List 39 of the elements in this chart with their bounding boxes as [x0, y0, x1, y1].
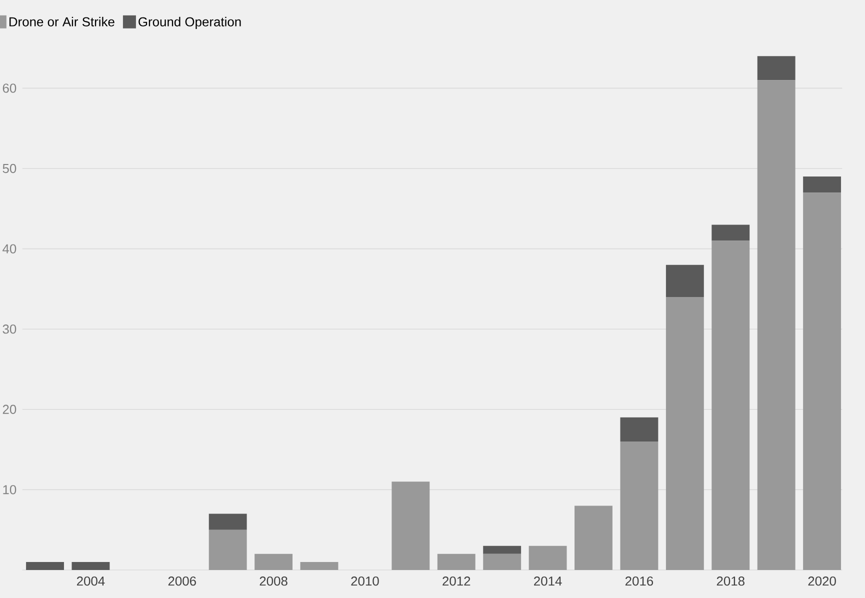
bar: [254, 554, 293, 570]
x-tick-label: 2008: [260, 576, 288, 586]
bar: [437, 554, 476, 570]
bar: [392, 482, 430, 570]
bar: [803, 176, 842, 193]
bar: [528, 546, 567, 570]
y-tick-label: 60: [2, 84, 16, 93]
bar: [803, 192, 842, 570]
bar: [72, 562, 110, 570]
bar: [666, 296, 704, 570]
bar: [208, 514, 247, 530]
y-tick-label: 20: [2, 404, 16, 414]
bar: [620, 442, 658, 570]
y-tick-label: 10: [3, 485, 16, 494]
x-tick-label: 2016: [625, 576, 654, 586]
bar: [26, 562, 64, 570]
bar: [208, 530, 247, 570]
bar: [666, 264, 704, 297]
bar: [712, 240, 750, 570]
x-tick-label: 2012: [442, 576, 470, 586]
bar: [757, 56, 796, 80]
legend-label: Drone or Air Strike: [10, 16, 114, 26]
bar: [483, 554, 522, 570]
bar: [712, 224, 750, 241]
bar: [574, 506, 612, 570]
x-tick-label: 2004: [76, 576, 105, 586]
bar: [757, 80, 796, 570]
x-tick-label: 2014: [534, 576, 562, 586]
y-tick-label: 30: [2, 324, 16, 334]
x-tick-label: 2006: [168, 576, 196, 586]
x-tick-label: 2018: [716, 576, 744, 586]
y-tick-label: 40: [2, 244, 16, 254]
bar: [620, 417, 658, 442]
y-tick-label: 50: [2, 164, 16, 174]
bar: [300, 562, 338, 570]
x-tick-label: 2010: [351, 576, 379, 586]
x-tick-label: 2020: [808, 576, 836, 586]
legend-label: Ground Operation: [138, 16, 241, 29]
bar: [483, 546, 522, 554]
